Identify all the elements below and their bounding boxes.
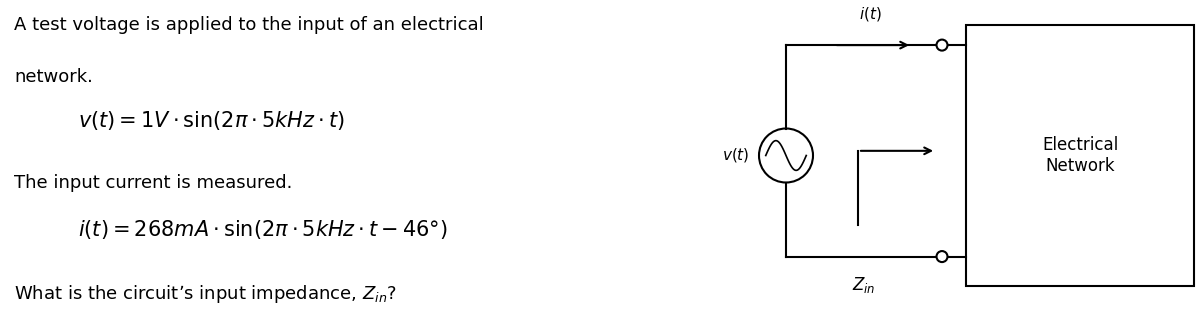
Text: $i(t) = 268mA \cdot \sin(2\pi \cdot 5kHz \cdot t - 46\degree)$: $i(t) = 268mA \cdot \sin(2\pi \cdot 5kHz… [78,218,448,241]
Ellipse shape [936,39,948,51]
Text: $i(t)$: $i(t)$ [859,5,881,23]
Text: What is the circuit’s input impedance, $Z_{in}$?: What is the circuit’s input impedance, $… [14,283,397,305]
Text: Electrical
Network: Electrical Network [1042,136,1118,175]
Ellipse shape [936,251,948,262]
Text: A test voltage is applied to the input of an electrical: A test voltage is applied to the input o… [14,16,484,34]
Text: The input current is measured.: The input current is measured. [14,174,293,192]
Text: $v(t)$: $v(t)$ [722,146,750,165]
Text: $Z_{in}$: $Z_{in}$ [852,275,876,295]
Bar [966,25,1194,286]
Text: $v(t) = 1V \cdot \sin(2\pi \cdot 5kHz \cdot t)$: $v(t) = 1V \cdot \sin(2\pi \cdot 5kHz \c… [78,109,344,132]
Text: network.: network. [14,68,94,86]
